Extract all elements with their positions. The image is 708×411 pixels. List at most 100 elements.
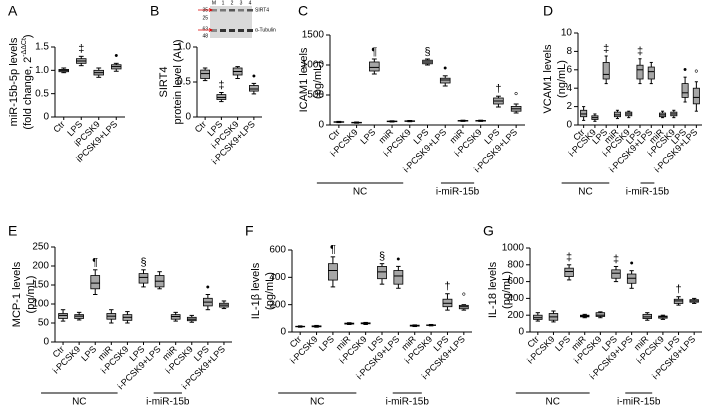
y-tick-label: 600 — [269, 245, 286, 256]
y-tick-label: 0 — [280, 327, 286, 338]
box — [647, 66, 655, 80]
y-tick-label: 8 — [566, 46, 572, 57]
box — [58, 313, 68, 319]
y-axis-label-part: miR-15b-5p levels — [8, 37, 20, 126]
box — [602, 62, 610, 80]
x-tick-label: LPS — [358, 127, 377, 146]
significance-marker: ° — [462, 292, 466, 304]
y-axis-label-part: IL-18 levels — [487, 261, 499, 318]
significance-marker: ‡ — [637, 46, 643, 58]
y-axis-label-part: (ng/mL) — [556, 60, 568, 98]
y-axis-label: protein level (AU) — [172, 40, 184, 125]
group-label: NC — [72, 397, 86, 408]
y-tick-label: 0 — [566, 120, 572, 131]
y-axis-label: VCAM1 levels — [542, 44, 554, 114]
box — [692, 87, 700, 105]
box — [90, 275, 101, 290]
significance-marker: † — [675, 284, 681, 296]
y-axis-label: MCP-1 levels — [11, 261, 23, 327]
blot-lane-label: 2 — [231, 0, 234, 6]
panel-label: A — [8, 3, 18, 19]
blot-band — [238, 9, 244, 12]
y-tick-label: 600 — [507, 276, 524, 287]
y-axis-label: IL-1β levels — [250, 262, 262, 319]
blot-band — [229, 9, 235, 12]
blot-marker-label: 48 — [202, 33, 208, 39]
y-tick-label: 150 — [32, 280, 49, 291]
significance-marker: • — [252, 70, 256, 82]
y-tick-label: 200 — [507, 310, 524, 321]
significance-marker: ‡ — [613, 253, 619, 265]
group-label: NC — [578, 187, 592, 198]
box — [249, 85, 259, 92]
box — [681, 83, 689, 98]
blot-band — [220, 29, 226, 32]
blot-band — [238, 29, 244, 32]
panel-label: C — [298, 3, 308, 19]
y-tick-label: 1000 — [302, 60, 325, 71]
y-tick-label: 500 — [307, 90, 324, 101]
blot-band — [211, 29, 217, 32]
y-axis-label: SIRT4 — [158, 67, 170, 98]
y-tick-label: 10 — [561, 28, 573, 39]
group-label: NC — [310, 397, 324, 408]
box — [636, 64, 644, 80]
group-label: i-miR-15b — [626, 187, 670, 198]
significance-marker: • — [630, 258, 634, 270]
blot-arrow — [198, 28, 213, 32]
y-tick-label: 2 — [566, 101, 572, 112]
x-tick-label: Ctr — [51, 119, 67, 135]
y-tick-label: 0 — [518, 327, 524, 338]
blot-band — [247, 9, 253, 12]
significance-marker: ¶ — [371, 46, 377, 58]
y-tick-label: 0 — [43, 112, 49, 123]
y-axis-label: IL-18 levels — [487, 261, 499, 318]
y-axis-label-part: IL-1β levels — [250, 262, 262, 319]
significance-marker: ‡ — [603, 43, 609, 55]
group-label: i-miR-15b — [436, 187, 480, 198]
blot-marker-label: 63 — [202, 26, 208, 32]
significance-marker: ‡ — [218, 79, 224, 91]
y-axis-label-part: MCP-1 levels — [11, 261, 23, 327]
significance-marker: ¶ — [330, 244, 336, 256]
y-axis-label: (pg/mL) — [312, 61, 324, 99]
group-label: i-miR-15b — [386, 397, 430, 408]
significance-marker: • — [396, 253, 400, 265]
group-label: i-miR-15b — [617, 397, 661, 408]
y-tick-label: 1000 — [502, 243, 525, 254]
y-tick-label: 250 — [32, 242, 49, 253]
group-label: NC — [353, 187, 367, 198]
significance-marker: ° — [694, 69, 698, 81]
significance-marker: § — [140, 257, 146, 269]
significance-marker: ‡ — [78, 43, 84, 55]
significance-marker: § — [379, 251, 385, 263]
y-axis-label: (pg/mL) — [264, 272, 276, 310]
y-axis-label-sup: -ΔΔCt — [21, 38, 28, 57]
panel-label: E — [8, 223, 17, 239]
y-axis-label-part: SIRT4 — [158, 67, 170, 98]
y-tick-label: 1500 — [302, 30, 325, 41]
y-axis-label-part: (pg/mL) — [25, 276, 37, 314]
blot-band — [229, 29, 235, 32]
blot-band — [211, 9, 217, 12]
y-tick-label: 200 — [269, 299, 286, 310]
y-tick-label: 400 — [507, 293, 524, 304]
y-axis-label: (pg/mL) — [501, 271, 513, 309]
significance-marker: • — [206, 281, 210, 293]
y-axis-label: (pg/mL) — [25, 276, 37, 314]
y-tick-label: 4 — [566, 83, 572, 94]
panel-label: G — [483, 223, 494, 239]
y-tick-label: 0.5 — [177, 77, 191, 88]
y-axis-label-part: ) — [22, 34, 34, 38]
y-tick-label: 6 — [566, 64, 572, 75]
blot-lane-label: 1 — [222, 0, 225, 6]
y-axis-label: ICAM1 levels — [298, 47, 310, 112]
x-tick-label: LPS — [79, 344, 98, 363]
panel-label: F — [245, 223, 254, 239]
y-tick-label: 0.5 — [35, 88, 49, 99]
y-tick-label: 1.5 — [35, 42, 49, 53]
significance-marker: † — [444, 281, 450, 293]
significance-marker: § — [424, 46, 430, 58]
y-axis-label: (ng/mL) — [556, 60, 568, 98]
blot-arrow — [198, 8, 213, 12]
